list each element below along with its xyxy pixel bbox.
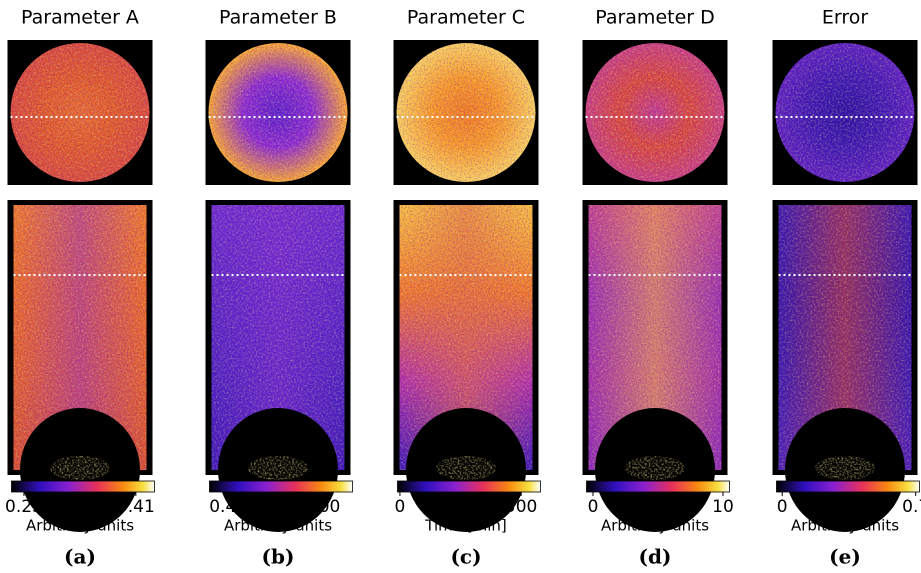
side-image	[205, 200, 351, 532]
bright-core	[815, 456, 875, 480]
side-image	[393, 200, 539, 532]
noise	[208, 43, 348, 182]
panel-letter: (d)	[639, 545, 672, 569]
noise	[585, 43, 725, 182]
top-image	[393, 40, 539, 185]
colorbar-tick-label: 1.00	[302, 497, 340, 517]
colorbar-tick-label: 0	[588, 497, 599, 517]
panel-title: Parameter A	[21, 7, 139, 29]
colorbar-label: Arbitrary units	[601, 517, 709, 535]
colorbar-tick-label: 0.40	[209, 497, 247, 517]
colorbar-tick-label: 0	[395, 497, 406, 517]
colorbar-label: Arbitrary units	[224, 517, 332, 535]
colorbar-label: Arbitrary units	[791, 517, 899, 535]
colorbar-label: Arbitrary units	[26, 517, 134, 535]
colorbar-tick-label: 0	[777, 497, 788, 517]
colorbar	[776, 480, 920, 493]
colorbar	[209, 480, 353, 493]
noise	[10, 43, 150, 182]
panel-letter: (b)	[262, 545, 295, 569]
side-image	[7, 200, 153, 532]
colorbar	[397, 480, 541, 493]
noise	[396, 43, 536, 182]
panel-title: Parameter B	[219, 7, 337, 29]
side-image	[582, 200, 728, 532]
panel-title: Parameter C	[407, 7, 525, 29]
colorbar-tick-label: 10	[712, 497, 734, 517]
panel-letter: (e)	[829, 545, 861, 569]
colorbar	[586, 480, 730, 493]
colorbar-tick-label: 0.23	[5, 497, 43, 517]
top-image	[205, 40, 351, 185]
colorbar-tick-label: 0.41	[117, 497, 155, 517]
panel-title: Parameter D	[595, 7, 715, 29]
noise	[775, 43, 915, 182]
top-image	[7, 40, 153, 185]
colorbar-label: Time [min]	[424, 517, 506, 535]
top-image	[582, 40, 728, 185]
panel-title: Error	[822, 7, 869, 29]
bright-core	[436, 456, 496, 480]
panel-letter: (a)	[64, 545, 96, 569]
panel-letter: (c)	[450, 545, 481, 569]
top-image	[772, 40, 918, 185]
colorbar-tick-label: 0.7	[902, 497, 921, 517]
side-image	[772, 200, 918, 532]
bright-core	[248, 456, 308, 480]
bright-core	[625, 456, 685, 480]
bright-core	[50, 456, 110, 480]
colorbar	[11, 480, 155, 493]
colorbar-tick-label: 500	[505, 497, 537, 517]
